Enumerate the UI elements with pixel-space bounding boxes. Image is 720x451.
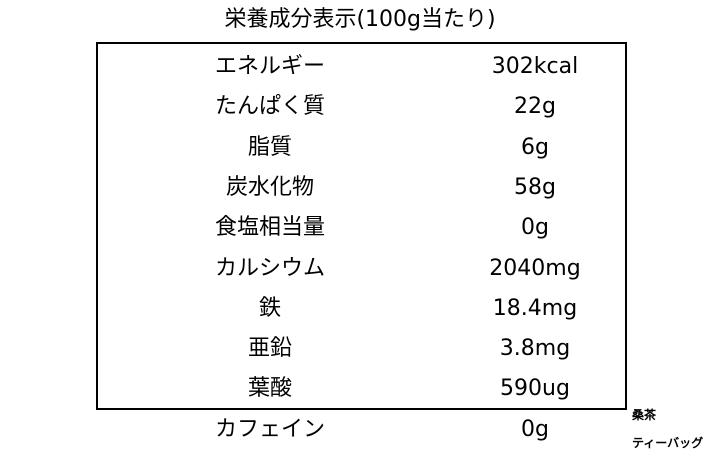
nutrient-value: 58g [514,174,556,200]
product-name: 桑茶 [632,408,657,422]
product-form: ティーバッグ [632,436,704,450]
nutrient-name: カルシウム [214,255,325,281]
nutrient-value: 18.4mg [492,295,578,321]
nutrient-name: エネルギー [214,54,325,79]
nutrient-name: 食塩相当量 [214,215,325,241]
nutrient-name: たんぱく質 [214,94,325,120]
nutrient-name: 鉄 [258,295,281,321]
nutrient-value: 3.8mg [499,336,571,362]
nutrient-value: 2040mg [489,255,581,281]
nutrient-value: 590ug [500,376,570,402]
title: 栄養成分表示(100g当たり) [224,7,496,32]
nutrient-name: 葉酸 [247,376,292,402]
nutrient-value: 22g [514,94,556,120]
nutrient-value: 0g [521,215,549,241]
nutrient-value: 302kcal [491,54,579,79]
nutrient-name: 亜鉛 [247,336,292,362]
nutrient-value: 0g [521,416,549,442]
nutrient-value: 6g [521,134,549,160]
nutrient-name: 脂質 [247,134,292,160]
nutrient-name: カフェイン [214,416,325,442]
table-border [96,42,627,410]
nutrient-name: 炭水化物 [225,174,314,200]
